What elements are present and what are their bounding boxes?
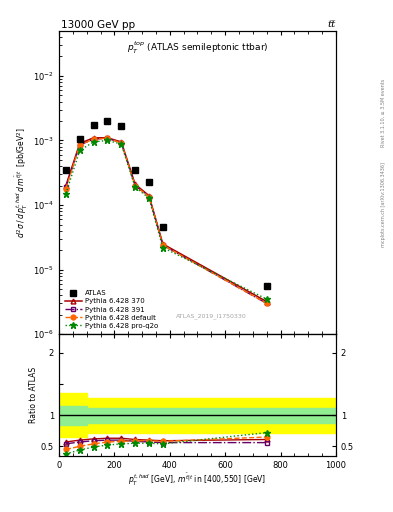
Text: tt̅: tt̅ [328,20,336,30]
Pythia 6.428 default [105,135,110,141]
Pythia 6.428 370 [133,181,138,187]
ATLAS [77,136,82,142]
Pythia 6.428 pro-q2o [64,190,68,197]
Pythia 6.428 default [160,242,165,248]
Pythia 6.428 391 [77,142,82,148]
Pythia 6.428 370 [147,193,151,199]
Pythia 6.428 370 [91,135,96,141]
Y-axis label: Ratio to ATLAS: Ratio to ATLAS [29,367,38,423]
Pythia 6.428 391 [91,136,96,142]
Line: Pythia 6.428 391: Pythia 6.428 391 [63,136,269,306]
Pythia 6.428 370 [119,139,124,145]
Pythia 6.428 pro-q2o [264,296,269,302]
Pythia 6.428 370 [160,241,165,247]
ATLAS [147,179,151,185]
Pythia 6.428 391 [105,135,110,141]
Pythia 6.428 pro-q2o [105,137,110,143]
Pythia 6.428 pro-q2o [77,147,82,154]
Pythia 6.428 default [264,301,269,307]
Pythia 6.428 default [133,183,138,189]
Pythia 6.428 default [119,140,124,146]
Text: $p_T^{top}$ (ATLAS semileptonic ttbar): $p_T^{top}$ (ATLAS semileptonic ttbar) [127,40,268,56]
X-axis label: $p_T^{t,had}$ [GeV], $m^{\bar{t}|t}$ in [400,550] [GeV]: $p_T^{t,had}$ [GeV], $m^{\bar{t}|t}$ in … [129,472,266,488]
ATLAS [64,167,68,173]
Pythia 6.428 370 [105,135,110,141]
Pythia 6.428 default [64,185,68,191]
ATLAS [119,122,124,129]
Text: 13000 GeV pp: 13000 GeV pp [61,20,135,31]
ATLAS [160,224,165,230]
Pythia 6.428 pro-q2o [91,139,96,145]
Pythia 6.428 391 [160,242,165,248]
Pythia 6.428 default [147,194,151,200]
Pythia 6.428 370 [64,183,68,189]
Text: Rivet 3.1.10, ≥ 3.5M events: Rivet 3.1.10, ≥ 3.5M events [381,78,386,147]
Text: ATLAS_2019_I1750330: ATLAS_2019_I1750330 [176,313,247,319]
Pythia 6.428 391 [133,183,138,189]
Pythia 6.428 pro-q2o [133,184,138,190]
Y-axis label: $d^2\sigma\,/\,d\,p_T^{t,had}\,d\,m^{\bar{t}|t}$  [pb/GeV$^2$]: $d^2\sigma\,/\,d\,p_T^{t,had}\,d\,m^{\ba… [14,127,30,238]
Text: mcplots.cern.ch [arXiv:1306.3436]: mcplots.cern.ch [arXiv:1306.3436] [381,162,386,247]
Pythia 6.428 pro-q2o [160,244,165,250]
ATLAS [105,118,110,124]
Line: Pythia 6.428 default: Pythia 6.428 default [63,136,269,306]
Line: ATLAS: ATLAS [63,118,270,290]
ATLAS [133,167,138,173]
Pythia 6.428 391 [119,140,124,146]
ATLAS [264,283,269,289]
Pythia 6.428 391 [147,194,151,200]
Pythia 6.428 370 [77,140,82,146]
Line: Pythia 6.428 370: Pythia 6.428 370 [63,135,269,304]
Line: Pythia 6.428 pro-q2o: Pythia 6.428 pro-q2o [62,137,270,303]
Pythia 6.428 pro-q2o [119,141,124,147]
Pythia 6.428 391 [264,301,269,307]
Pythia 6.428 default [77,142,82,148]
Legend: ATLAS, Pythia 6.428 370, Pythia 6.428 391, Pythia 6.428 default, Pythia 6.428 pr: ATLAS, Pythia 6.428 370, Pythia 6.428 39… [62,288,160,331]
ATLAS [91,122,96,128]
Pythia 6.428 default [91,136,96,142]
Pythia 6.428 370 [264,298,269,305]
Pythia 6.428 pro-q2o [147,195,151,201]
Pythia 6.428 391 [64,184,68,190]
